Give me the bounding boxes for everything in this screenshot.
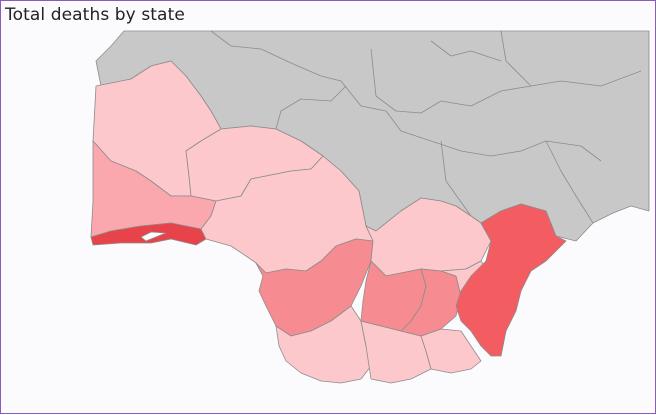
state-ss-rivers <box>420 328 482 374</box>
state-cross-river <box>455 203 567 357</box>
visual-title: Total deaths by state <box>5 5 185 25</box>
lagoon-feature <box>140 231 167 242</box>
northern-internal-borders <box>210 30 642 224</box>
state-ss-delta <box>255 238 374 337</box>
